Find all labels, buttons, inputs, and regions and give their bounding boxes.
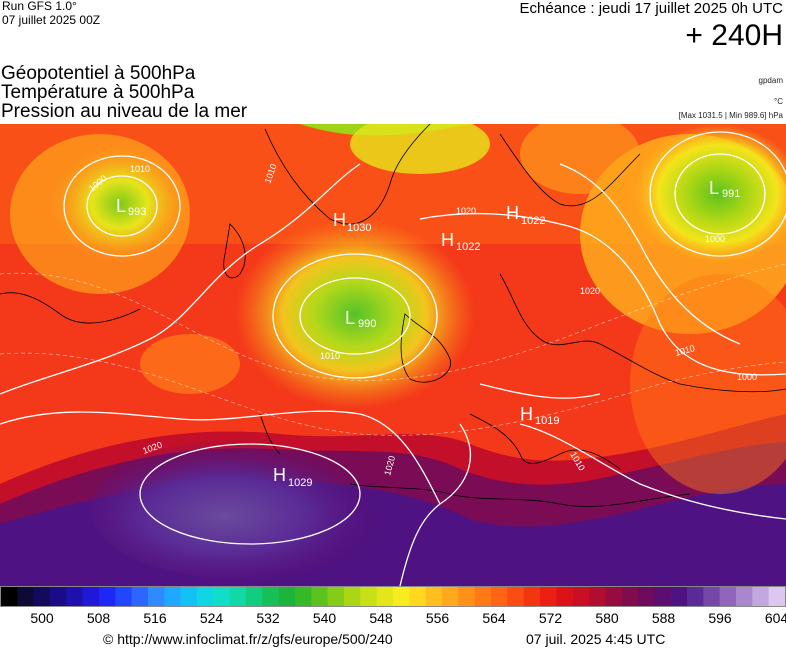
colorbar-swatch [180, 586, 198, 607]
colorbar-swatch [311, 586, 328, 607]
high-pressure-marker: H [273, 465, 286, 485]
high-pressure-value: 1030 [347, 222, 371, 234]
colorbar-swatch [131, 586, 149, 607]
run-date: 07 juillet 2025 00Z [2, 13, 101, 27]
valid-time: Echéance : jeudi 17 juillet 2025 0h UTC [519, 0, 784, 17]
colorbar-swatch [164, 586, 181, 607]
high-pressure-marker: H [333, 210, 346, 230]
colorbar-swatch [719, 586, 737, 607]
parameter-temperature: Température à 500hPa [1, 82, 195, 103]
colorbar-swatch [278, 586, 296, 607]
colorbar-ticks: 500 508 516 524 532 540 548 556 564 572 580 588 596 6… [0, 609, 786, 629]
colorbar [0, 586, 786, 607]
colorbar-swatch [66, 586, 83, 607]
colorbar-tick-label: 532 [256, 610, 280, 626]
colorbar-tick-label: 524 [199, 610, 224, 626]
isobar-label: 1000 [737, 372, 757, 382]
colorbar-swatch [638, 586, 655, 607]
colorbar-swatch [229, 586, 247, 607]
colorbar-swatch [50, 586, 67, 607]
colorbar-swatch [687, 586, 704, 607]
colorbar-swatch [458, 586, 475, 607]
colorbar-swatch [213, 586, 230, 607]
colorbar-swatch [82, 586, 100, 607]
source-url[interactable]: © http://www.infoclimat.fr/z/gfs/europe/… [103, 631, 393, 647]
isobar-label: 1010 [320, 351, 340, 361]
lead-time: + 240H [685, 19, 783, 52]
colorbar-swatch [474, 586, 492, 607]
colorbar-tick-label: 604 [764, 610, 786, 626]
colorbar-swatch [621, 586, 639, 607]
colorbar-swatch [99, 586, 116, 607]
colorbar-swatch [409, 586, 426, 607]
isobar-label: 1010 [130, 164, 150, 174]
unit-pressure-range: [Max 1031.5 | Min 989.6] hPa [678, 111, 783, 120]
low-pressure-value: 991 [722, 188, 740, 200]
high-pressure-value: 1029 [288, 477, 312, 489]
colorbar-swatch [572, 586, 590, 607]
colorbar-tick-label: 572 [538, 610, 563, 626]
colorbar-swatch [17, 586, 34, 607]
colorbar-swatch [148, 586, 165, 607]
colorbar-swatch [376, 586, 394, 607]
colorbar-tick-label: 540 [312, 610, 337, 626]
colorbar-swatch [393, 586, 410, 607]
colorbar-swatch [589, 586, 606, 607]
colorbar-swatch [752, 586, 769, 607]
colorbar-swatch [654, 586, 671, 607]
colorbar-swatch [540, 586, 557, 607]
high-pressure-marker: H [441, 230, 454, 250]
colorbar-tick-label: 500 [30, 610, 54, 626]
colorbar-swatch [360, 586, 377, 607]
colorbar-swatch [523, 586, 541, 607]
colorbar-tick-label: 556 [425, 610, 450, 626]
parameter-geopotential: Géopotentiel à 500hPa [1, 63, 196, 84]
high-pressure-value: 1022 [521, 215, 545, 227]
parameter-pressure: Pression au niveau de la mer [1, 101, 248, 122]
colorbar-swatch [197, 586, 214, 607]
colorbar-swatch [295, 586, 312, 607]
unit-geopotential: gpdam [758, 76, 783, 85]
low-pressure-marker: L [345, 308, 355, 328]
low-pressure-marker: L [709, 178, 719, 198]
colorbar-swatch [33, 586, 51, 607]
colorbar-swatch [736, 586, 753, 607]
colorbar-swatch [344, 586, 361, 607]
isobar-label: 1020 [580, 286, 600, 296]
isobar-label: 1020 [456, 206, 476, 216]
high-pressure-value: 1022 [456, 241, 480, 253]
high-pressure-marker: H [506, 203, 519, 223]
colorbar-swatch [115, 586, 132, 607]
high-pressure-marker: H [520, 404, 533, 424]
low-pressure-value: 993 [128, 206, 146, 218]
colorbar-swatch [605, 586, 622, 607]
unit-temperature: °C [774, 97, 783, 106]
isobar-label: 1000 [705, 234, 725, 244]
high-pressure-value: 1019 [535, 415, 559, 427]
colorbar-tick-label: 564 [482, 610, 506, 626]
colorbar-tick-label: 596 [708, 610, 732, 626]
colorbar-swatch [246, 586, 263, 607]
colorbar-swatch [507, 586, 524, 607]
colorbar-tick-label: 548 [369, 610, 393, 626]
colorbar-tick-label: 516 [143, 610, 167, 626]
colorbar-swatch [442, 586, 459, 607]
colorbar-swatch [327, 586, 345, 607]
colorbar-swatch [556, 586, 573, 607]
colorbar-swatch [425, 586, 443, 607]
generation-timestamp: 07 juil. 2025 4:45 UTC [526, 631, 666, 647]
colorbar-swatch [670, 586, 688, 607]
colorbar-swatch [262, 586, 279, 607]
weather-map: L 990 L 991 L 993 H 1029 H 1022 H 1022 H… [0, 124, 786, 586]
colorbar-swatch [1, 586, 18, 607]
colorbar-tick-label: 508 [86, 610, 111, 626]
run-title: Run GFS 1.0° [2, 0, 77, 13]
colorbar-swatch [768, 586, 786, 607]
colorbar-tick-label: 580 [595, 610, 619, 626]
low-pressure-value: 990 [358, 318, 376, 330]
colorbar-swatch [703, 586, 720, 607]
colorbar-swatch [491, 586, 508, 607]
colorbar-tick-label: 588 [651, 610, 676, 626]
low-pressure-marker: L [116, 196, 126, 216]
